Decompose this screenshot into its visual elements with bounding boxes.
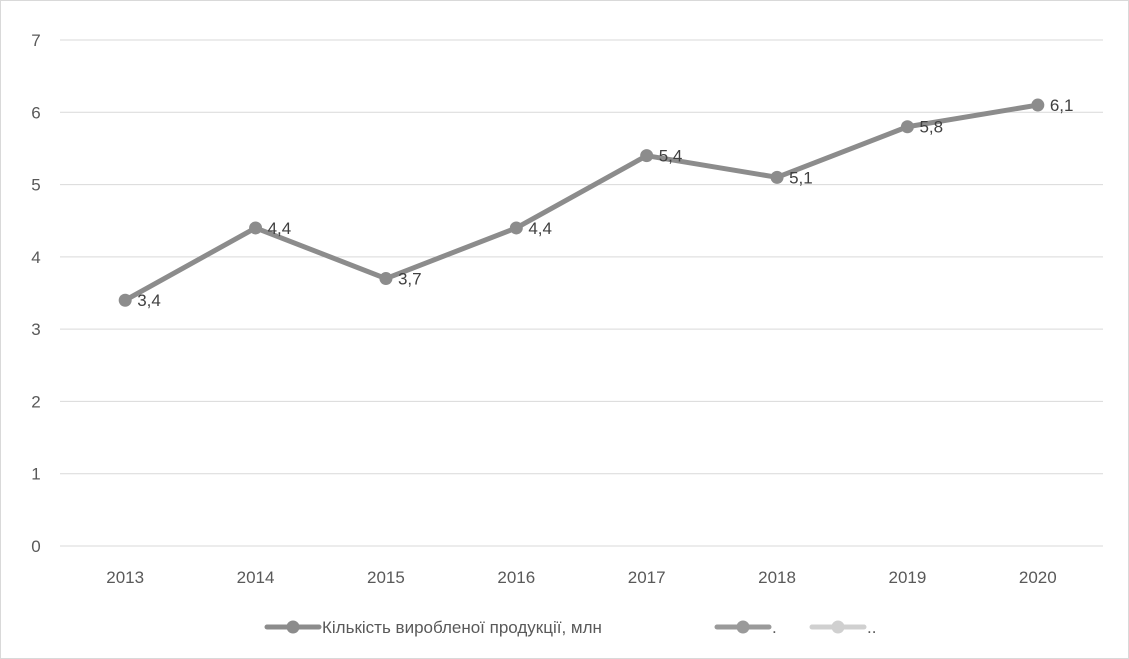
data-point xyxy=(900,120,914,134)
legend-entry: . xyxy=(714,618,777,637)
legend-label: . xyxy=(772,618,777,637)
data-label: 4,4 xyxy=(268,219,292,238)
legend-marker xyxy=(831,620,845,634)
legend: Кількість виробленої продукції, млн... xyxy=(264,618,876,637)
x-tick-label: 2015 xyxy=(367,568,405,587)
data-point xyxy=(640,149,654,163)
x-tick-label: 2017 xyxy=(628,568,666,587)
data-point xyxy=(379,272,393,286)
data-point xyxy=(509,221,523,235)
y-tick-label: 7 xyxy=(31,31,40,50)
legend-entry: .. xyxy=(809,618,876,637)
legend-label: .. xyxy=(867,618,876,637)
x-axis-ticks: 2013 2014 2015 2016 2017 2018 2019 2020 xyxy=(106,568,1056,587)
y-tick-label: 2 xyxy=(31,392,40,411)
x-tick-label: 2018 xyxy=(758,568,796,587)
data-label: 3,4 xyxy=(137,291,161,310)
series-layer: 3,4 4,4 3,7 4,4 5,4 5,1 5,8 6,1 xyxy=(118,96,1074,310)
data-point xyxy=(249,221,263,235)
x-tick-label: 2016 xyxy=(497,568,535,587)
x-tick-label: 2020 xyxy=(1019,568,1057,587)
y-tick-label: 5 xyxy=(31,176,40,195)
y-tick-label: 3 xyxy=(31,320,40,339)
data-label: 4,4 xyxy=(528,219,552,238)
x-tick-label: 2013 xyxy=(106,568,144,587)
y-tick-label: 1 xyxy=(31,465,40,484)
gridlines xyxy=(60,39,1103,547)
x-tick-label: 2019 xyxy=(889,568,927,587)
data-point xyxy=(118,293,132,307)
legend-marker xyxy=(286,620,300,634)
y-tick-label: 0 xyxy=(31,537,40,556)
series-line xyxy=(122,102,1041,303)
data-point xyxy=(770,170,784,184)
data-label: 5,8 xyxy=(919,118,943,137)
data-label: 5,4 xyxy=(659,147,683,166)
data-label: 5,1 xyxy=(789,168,813,187)
data-point xyxy=(1031,98,1045,112)
x-tick-label: 2014 xyxy=(237,568,275,587)
legend-label: Кількість виробленої продукції, млн xyxy=(322,618,602,637)
legend-marker xyxy=(736,620,750,634)
data-label: 3,7 xyxy=(398,270,422,289)
legend-entry: Кількість виробленої продукції, млн xyxy=(264,618,602,637)
y-axis-ticks: 0 1 2 3 4 5 6 7 xyxy=(31,31,40,556)
y-tick-label: 6 xyxy=(31,103,40,122)
y-tick-label: 4 xyxy=(31,248,40,267)
data-label: 6,1 xyxy=(1050,96,1074,115)
